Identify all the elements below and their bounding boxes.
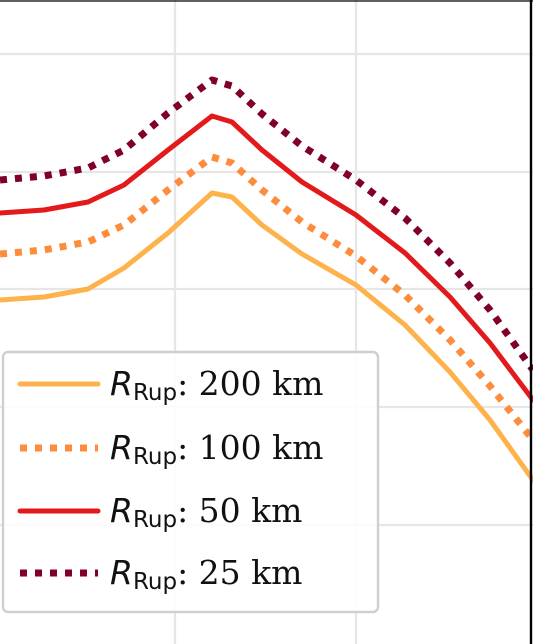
legend-label-3: RRup: 25 km: [110, 553, 302, 595]
series-lines: [0, 76, 533, 483]
legend-label-2: RRup: 50 km: [110, 491, 302, 533]
series-line-1: [0, 153, 533, 443]
legend-value-1: : 100 km: [177, 428, 323, 467]
series-line-3: [0, 76, 533, 373]
legend-value-0: : 200 km: [177, 364, 323, 403]
legend-subscript-0: Rup: [133, 380, 177, 406]
legend-symbol-3: R: [110, 553, 133, 592]
legend-box: [1, 350, 380, 614]
legend-symbol-0: R: [110, 364, 133, 403]
legend-subscript-2: Rup: [133, 507, 177, 533]
legend-symbol-2: R: [110, 491, 133, 530]
legend-label-0: RRup: 200 km: [110, 364, 323, 406]
legend-value-3: : 25 km: [177, 553, 302, 592]
legend-subscript-3: Rup: [133, 569, 177, 595]
legend-symbol-1: R: [110, 428, 133, 467]
series-line-0: [0, 190, 533, 483]
legend-subscript-1: Rup: [133, 444, 177, 470]
legend-value-2: : 50 km: [177, 491, 302, 530]
series-line-2: [0, 113, 533, 403]
legend-label-1: RRup: 100 km: [110, 428, 323, 470]
